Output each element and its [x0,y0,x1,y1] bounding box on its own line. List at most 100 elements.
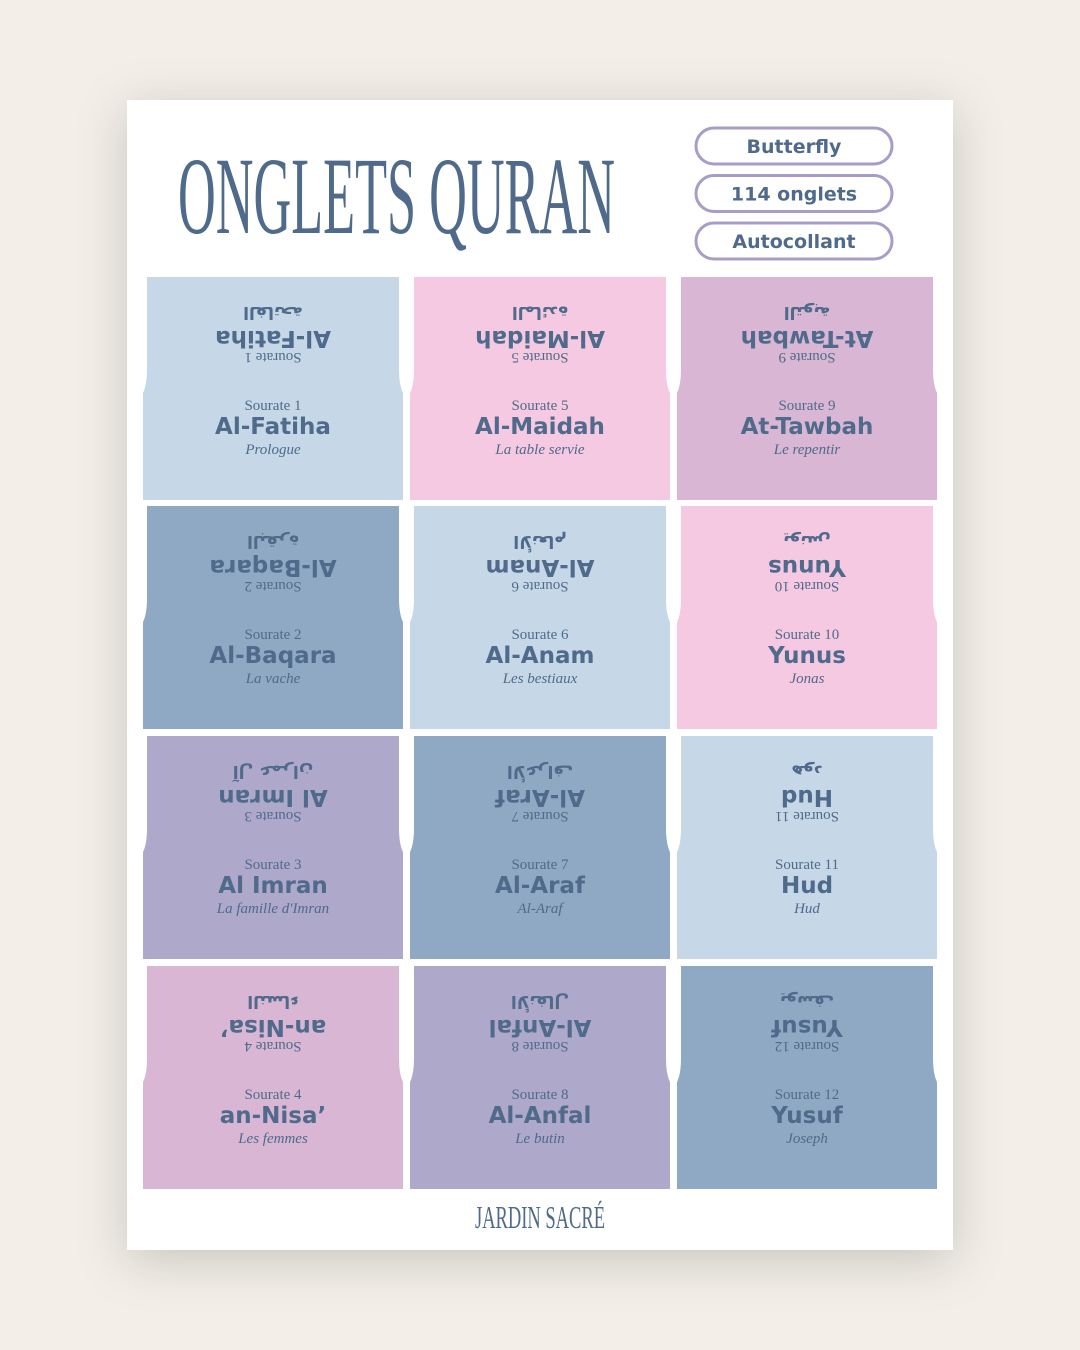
tab-shape [143,736,403,959]
badge [694,221,894,261]
flipped-sourate: Sourate 4 [244,1038,302,1054]
meaning: Prologue [244,442,301,458]
flipped-arabic: الأنعام [513,531,566,552]
flipped-arabic: النساء [247,991,299,1011]
flipped-sourate: Sourate 3 [244,808,301,824]
sourate: Sourate 8 [511,1087,568,1103]
surah-name: Al-Fatiha [215,414,331,440]
surah-name: Al-Baqara [209,643,336,669]
meaning: La famille d'Imran [216,901,329,917]
sourate: Sourate 12 [775,1087,840,1103]
flipped-name: Yunus [768,554,847,580]
flipped-sourate: Sourate 10 [775,578,840,594]
sourate: Sourate 3 [244,857,301,873]
tab-shape [410,277,670,500]
meaning: Joseph [786,1131,828,1147]
surah-name: Al-Araf [495,873,586,899]
flipped-sourate: Sourate 8 [511,1038,568,1054]
tab-shape [410,736,670,959]
flipped-sourate: Sourate 12 [775,1038,840,1054]
flipped-arabic: يونس [783,531,830,551]
surah-name: Yusuf [770,1103,843,1129]
badge-label: 114 onglets [731,184,857,206]
sourate: Sourate 9 [778,398,835,414]
surah-name: an-Nisa’ [220,1103,327,1129]
surah-name: At-Tawbah [741,414,874,440]
flipped-name: Al-Araf [494,784,585,810]
flipped-arabic: البقرة [247,531,299,551]
flipped-arabic: يوسف [780,991,834,1011]
badge-label: Autocollant [732,231,855,253]
flipped-arabic: الأنفال [511,991,569,1012]
tab-shape [677,277,937,500]
badge-label: Butterfly [747,136,843,158]
meaning: Les femmes [237,1131,308,1147]
flipped-sourate: Sourate 5 [511,349,568,365]
sourate: Sourate 6 [511,627,569,643]
tab-shape [143,506,403,729]
content: Butterfly 114 onglets Autocollant الفاتحة Al… [143,126,937,1189]
flipped-sourate: Sourate 11 [775,808,839,824]
tab-shape [677,506,937,729]
title: ONGLETS QURAN [178,135,615,257]
flipped-arabic: هود [791,761,822,781]
sourate: Sourate 4 [244,1087,302,1103]
sourate: Sourate 5 [511,398,568,414]
flipped-name: Al-Anfal [489,1014,592,1040]
meaning: La vache [245,671,301,687]
surah-name: Hud [781,873,833,899]
brand: JARDIN SACRÉ [475,1199,605,1235]
surah-name: Al-Anfal [489,1103,592,1129]
flipped-name: Hud [781,784,833,810]
flipped-sourate: Sourate 9 [778,349,835,365]
flipped-arabic: آل عمران [232,761,314,783]
flipped-name: Al-Baqara [209,554,336,580]
flipped-sourate: Sourate 6 [511,578,569,594]
meaning: Hud [793,901,820,917]
surah-name: Al-Anam [486,643,595,669]
flipped-name: Yusuf [770,1014,843,1040]
sourate: Sourate 1 [244,398,301,414]
tab-shape [677,736,937,959]
flipped-name: Al Imran [218,784,327,810]
meaning: Al-Araf [517,901,565,917]
flipped-name: Al-Fatiha [215,325,331,351]
meaning: La table servie [494,442,584,458]
flipped-arabic: المائدة [512,302,568,322]
tab-shape [410,966,670,1189]
flipped-name: an-Nisa’ [220,1014,327,1040]
flipped-arabic: الأعراف [507,761,573,782]
meaning: Les bestiaux [502,671,578,687]
tab-shape [677,966,937,1189]
tab-shape [143,277,403,500]
flipped-sourate: Sourate 1 [244,349,301,365]
flipped-name: Al-Anam [486,554,595,580]
flipped-sourate: Sourate 2 [244,578,301,594]
badge [694,126,894,166]
sourate: Sourate 11 [775,857,839,873]
flipped-arabic: الفاتحة [243,302,303,322]
surah-name: Yunus [767,643,846,669]
sourate: Sourate 10 [775,627,840,643]
sourate: Sourate 7 [511,857,569,873]
tab-shape [143,966,403,1189]
surah-name: Al Imran [218,873,327,899]
tab-shape [410,506,670,729]
flipped-name: Al-Maidah [475,325,605,351]
flipped-arabic: التوبة [784,302,831,322]
meaning: Le butin [514,1131,565,1147]
flipped-name: At-Tawbah [741,325,874,351]
badge [694,174,894,213]
surah-name: Al-Maidah [475,414,605,440]
